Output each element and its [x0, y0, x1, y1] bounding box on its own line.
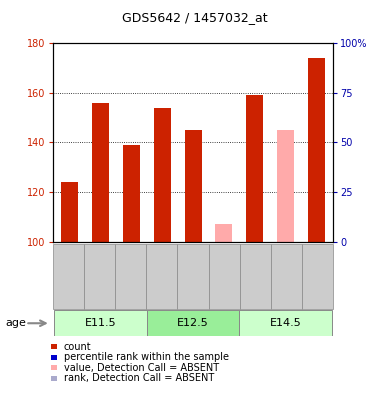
Text: GSM1310178: GSM1310178: [281, 248, 290, 301]
Text: E11.5: E11.5: [85, 318, 116, 328]
Bar: [215, 224, 232, 242]
Bar: [308, 58, 325, 242]
Text: GSM1310173: GSM1310173: [65, 248, 74, 301]
Text: E14.5: E14.5: [270, 318, 301, 328]
Text: GSM1310180: GSM1310180: [220, 248, 229, 301]
Bar: [61, 182, 78, 242]
Bar: [246, 95, 263, 242]
Bar: [54, 310, 147, 336]
Text: GSM1310176: GSM1310176: [96, 248, 105, 301]
Bar: [92, 103, 109, 242]
Text: E12.5: E12.5: [177, 318, 209, 328]
Text: GSM1310175: GSM1310175: [250, 248, 259, 302]
Text: GSM1310181: GSM1310181: [312, 248, 321, 301]
Text: GSM1310179: GSM1310179: [127, 248, 136, 302]
Bar: [123, 145, 140, 242]
Text: GSM1310174: GSM1310174: [158, 248, 167, 301]
Text: percentile rank within the sample: percentile rank within the sample: [64, 352, 229, 362]
Bar: [154, 108, 171, 242]
Text: GDS5642 / 1457032_at: GDS5642 / 1457032_at: [122, 11, 268, 24]
Text: age: age: [6, 318, 27, 328]
Text: value, Detection Call = ABSENT: value, Detection Call = ABSENT: [64, 363, 219, 373]
Text: count: count: [64, 342, 91, 352]
Text: rank, Detection Call = ABSENT: rank, Detection Call = ABSENT: [64, 373, 214, 384]
Bar: [147, 310, 239, 336]
Bar: [184, 130, 202, 242]
Bar: [239, 310, 332, 336]
Bar: [277, 130, 294, 242]
Text: GSM1310177: GSM1310177: [188, 248, 198, 302]
